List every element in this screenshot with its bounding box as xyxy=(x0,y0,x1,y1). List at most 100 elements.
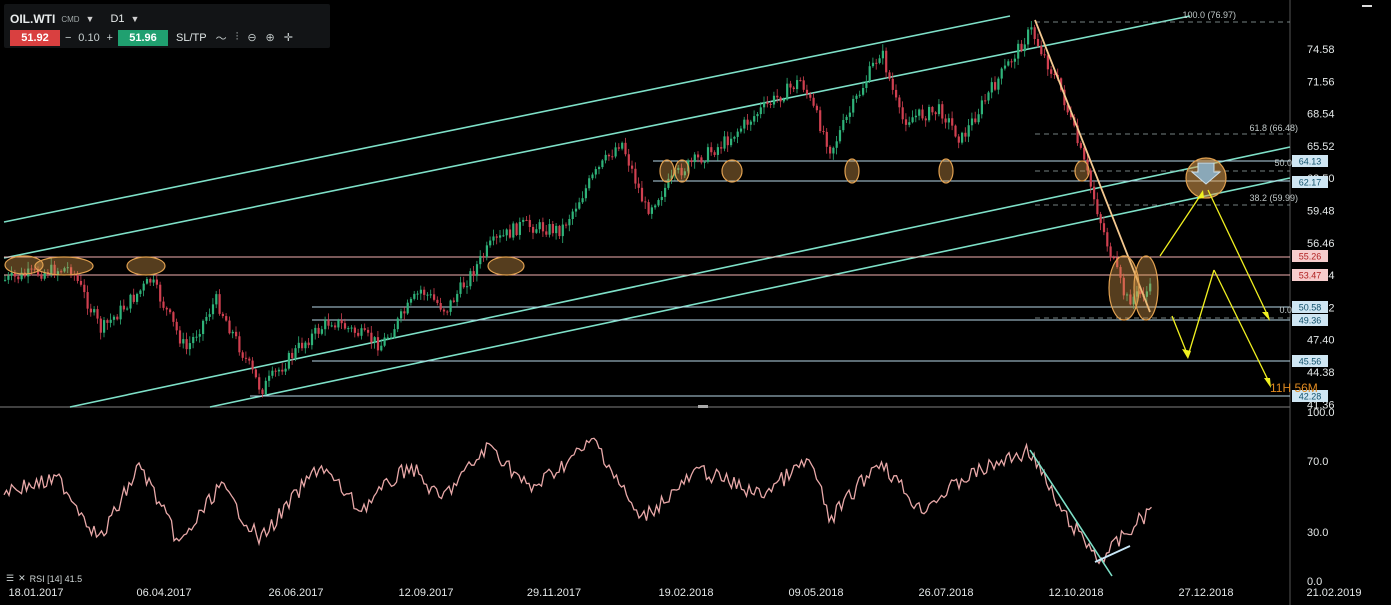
candle-body xyxy=(198,334,201,337)
candle-body xyxy=(759,107,762,115)
candle-body xyxy=(792,87,795,90)
plus-icon[interactable]: + xyxy=(106,31,113,44)
fibonacci-retracement[interactable] xyxy=(1035,21,1290,319)
candle-body xyxy=(112,316,116,320)
candle-body xyxy=(1135,291,1139,297)
candle-body xyxy=(307,342,310,346)
menu-icon[interactable]: ☰ xyxy=(6,573,15,583)
level-value: 50.58 xyxy=(1299,303,1322,313)
candle-body xyxy=(43,272,46,279)
candle-body xyxy=(499,235,502,238)
timeframe-select[interactable]: D1 xyxy=(110,13,125,25)
candle-body xyxy=(980,100,983,115)
trend-channel[interactable] xyxy=(3,15,1291,408)
buy-button[interactable]: 51.96 xyxy=(118,29,168,46)
close-icon[interactable]: ✕ xyxy=(18,573,26,583)
candle-body xyxy=(277,369,281,372)
indicators-icon[interactable]: ⫶ xyxy=(235,31,239,43)
candle-body xyxy=(244,357,248,359)
candle-body xyxy=(934,112,937,115)
candle-body xyxy=(56,271,59,276)
rsi-support-line[interactable] xyxy=(1094,545,1131,563)
fib-label-382: 38.2 (59.99) xyxy=(1249,193,1298,203)
decline-trendline[interactable] xyxy=(1034,19,1151,313)
candle-body xyxy=(241,352,244,358)
zoom-in-icon[interactable]: ⊕ xyxy=(265,32,275,44)
sltp-button[interactable]: SL/TP xyxy=(176,31,207,44)
candle-body xyxy=(119,305,122,320)
candle-body xyxy=(1096,199,1099,215)
candle-body xyxy=(710,147,713,153)
candle-body xyxy=(89,308,92,313)
chevron-down-icon[interactable]: ▼ xyxy=(130,14,140,24)
sell-button[interactable]: 51.92 xyxy=(10,29,60,46)
candle-body xyxy=(169,309,172,313)
candle-body xyxy=(60,271,63,273)
maximize-icon[interactable] xyxy=(1362,5,1372,16)
candle-body xyxy=(951,118,954,126)
candle-body xyxy=(565,224,568,226)
candle-body xyxy=(1027,29,1030,45)
candle-body xyxy=(469,271,472,287)
candle-body xyxy=(294,348,297,359)
price-tick-label: 44.38 xyxy=(1307,367,1335,379)
candle-body xyxy=(1145,291,1148,297)
candle-body xyxy=(27,268,30,277)
candle-body xyxy=(703,161,706,163)
scenario-arrows[interactable] xyxy=(1159,189,1271,385)
chevron-down-icon[interactable]: ▼ xyxy=(85,14,95,24)
candle-body xyxy=(492,236,495,241)
candle-body xyxy=(79,280,83,285)
candle-body xyxy=(805,89,809,95)
candle-body xyxy=(1043,54,1046,56)
candle-body xyxy=(799,80,802,82)
candle-body xyxy=(716,147,719,155)
candle-body xyxy=(129,294,132,309)
candle-body xyxy=(769,103,772,105)
candle-body xyxy=(1093,186,1096,200)
candle-body xyxy=(466,286,469,288)
candle-body xyxy=(607,154,611,157)
candle-body xyxy=(182,339,185,344)
candle-body xyxy=(829,146,832,154)
touch-circles xyxy=(4,157,1227,321)
candle-body xyxy=(261,389,264,395)
minus-icon[interactable]: − xyxy=(65,31,72,44)
candle-body xyxy=(1116,257,1119,268)
zoom-out-icon[interactable]: ⊖ xyxy=(247,32,257,44)
candle-body xyxy=(10,272,13,276)
rsi-axis: 100.0 70.0 30.0 0.0 xyxy=(1307,407,1335,588)
candle-body xyxy=(103,320,106,333)
candle-body xyxy=(574,208,578,212)
candle-body xyxy=(739,128,743,132)
candle-body xyxy=(400,311,403,319)
crosshair-icon[interactable]: ✛ xyxy=(283,32,293,44)
symbol-name[interactable]: OIL.WTI xyxy=(10,12,56,26)
candle-body xyxy=(211,304,215,315)
candle-body xyxy=(178,330,182,344)
level-lines[interactable] xyxy=(4,160,1290,397)
level-badge xyxy=(1292,355,1328,367)
candle-body xyxy=(631,165,634,169)
pane-resize-handle[interactable] xyxy=(698,405,708,408)
candle-body xyxy=(304,342,307,349)
candle-body xyxy=(680,167,683,176)
instrument-type: CMD xyxy=(61,14,80,24)
candle-body xyxy=(1040,46,1043,55)
candle-body xyxy=(221,313,224,317)
candle-body xyxy=(891,78,894,90)
chart-type-icon[interactable]: 〜 xyxy=(215,32,227,45)
candle-body xyxy=(396,318,399,330)
date-tick-label: 26.06.2017 xyxy=(268,587,323,599)
candle-body xyxy=(301,342,304,349)
candle-body xyxy=(218,294,221,314)
candle-body xyxy=(786,83,789,100)
candle-body xyxy=(1139,291,1142,295)
date-tick-label: 21.02.2019 xyxy=(1306,587,1361,599)
candle-body xyxy=(324,319,327,330)
level-badge xyxy=(1292,155,1328,167)
rsi-trendline[interactable] xyxy=(1029,449,1113,577)
candle-body xyxy=(1079,143,1082,148)
candle-body xyxy=(990,82,993,93)
